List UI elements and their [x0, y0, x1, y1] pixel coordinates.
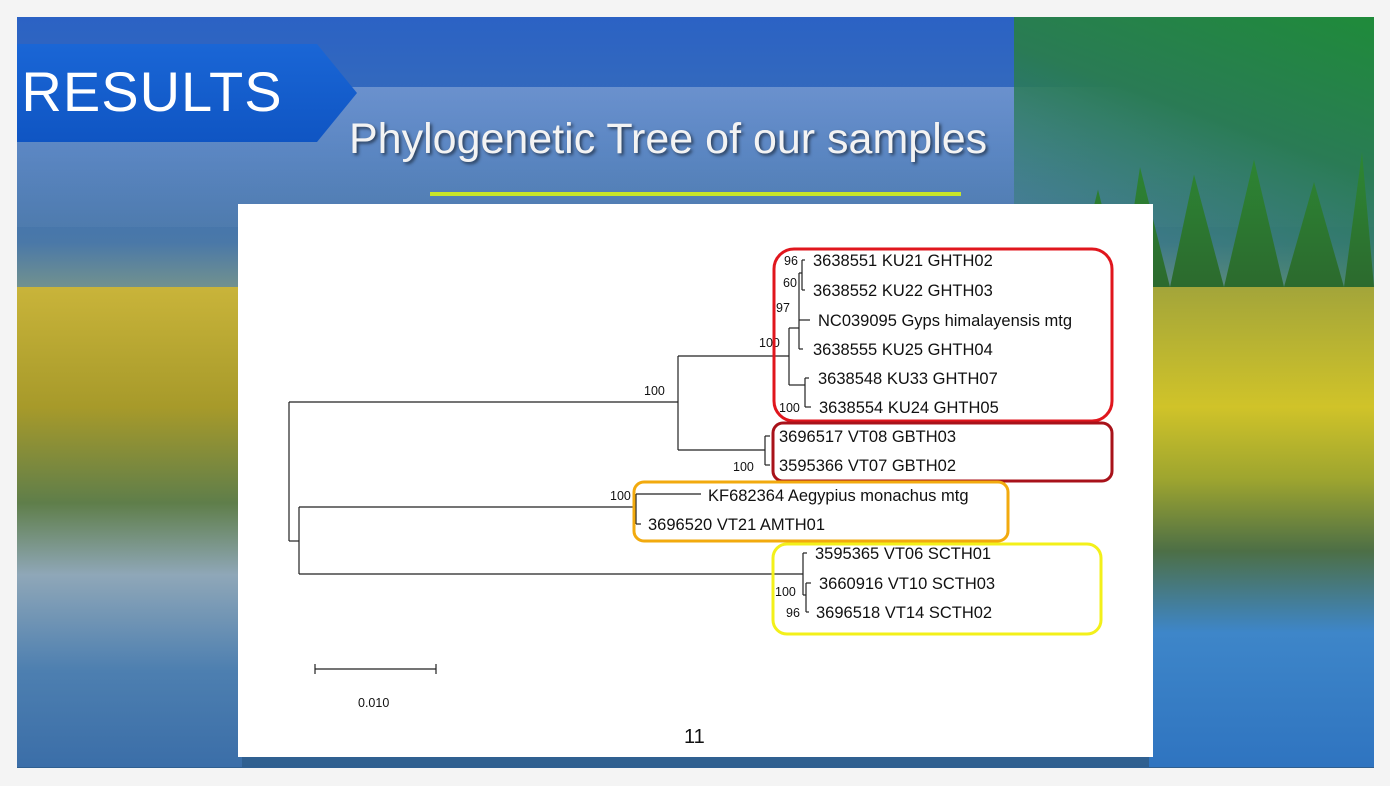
leaf-label: 3638552 KU22 GHTH03: [813, 282, 993, 300]
slide-subtitle: Phylogenetic Tree of our samples: [349, 115, 988, 163]
meadow-lake-left: [17, 287, 242, 767]
bootstrap-label: 100: [733, 460, 754, 474]
leaf-label: KF682364 Aegypius monachus mtg: [708, 487, 969, 505]
leaf-label: 3595365 VT06 SCTH01: [815, 545, 991, 563]
title-underline: [430, 192, 961, 196]
bootstrap-label: 100: [779, 401, 800, 415]
bootstrap-label: 60: [783, 276, 797, 290]
leaf-label: 3660916 VT10 SCTH03: [819, 575, 995, 593]
phylogenetic-tree-panel: 3638551 KU21 GHTH02 3638552 KU22 GHTH03 …: [238, 204, 1153, 757]
leaf-label: 3696520 VT21 AMTH01: [648, 516, 825, 534]
leaf-label: 3638555 KU25 GHTH04: [813, 341, 993, 359]
leaf-label: NC039095 Gyps himalayensis mtg: [818, 312, 1072, 330]
bootstrap-label: 100: [775, 585, 796, 599]
scale-label: 0.010: [358, 696, 389, 710]
leaf-label: 3595366 VT07 GBTH02: [779, 457, 956, 475]
tree-branches: [288, 259, 811, 674]
page-number: 11: [684, 726, 705, 748]
bootstrap-label: 100: [610, 489, 631, 503]
leaf-label: 3638554 KU24 GHTH05: [819, 399, 999, 417]
bootstrap-label: 100: [644, 384, 665, 398]
bootstrap-label: 97: [776, 301, 790, 315]
phylogenetic-tree: 3638551 KU21 GHTH02 3638552 KU22 GHTH03 …: [288, 247, 1114, 748]
bootstrap-label: 96: [784, 254, 798, 268]
meadow-lake-right: [1149, 287, 1374, 767]
leaf-label: 3696518 VT14 SCTH02: [816, 604, 992, 622]
section-badge: [17, 44, 357, 142]
group-box-ghth: [772, 247, 1114, 423]
slide-background: RESULTS Phylogenetic Tree of our samples: [17, 17, 1374, 768]
group-box-scth: [771, 542, 1103, 636]
group-box-amth: [632, 480, 1010, 543]
leaf-label: 3638548 KU33 GHTH07: [818, 370, 998, 388]
bootstrap-label: 100: [759, 336, 780, 350]
leaf-label: 3696517 VT08 GBTH03: [779, 428, 956, 446]
bootstrap-label: 96: [786, 606, 800, 620]
leaf-label: 3638551 KU21 GHTH02: [813, 252, 993, 270]
section-label: RESULTS: [21, 60, 283, 123]
